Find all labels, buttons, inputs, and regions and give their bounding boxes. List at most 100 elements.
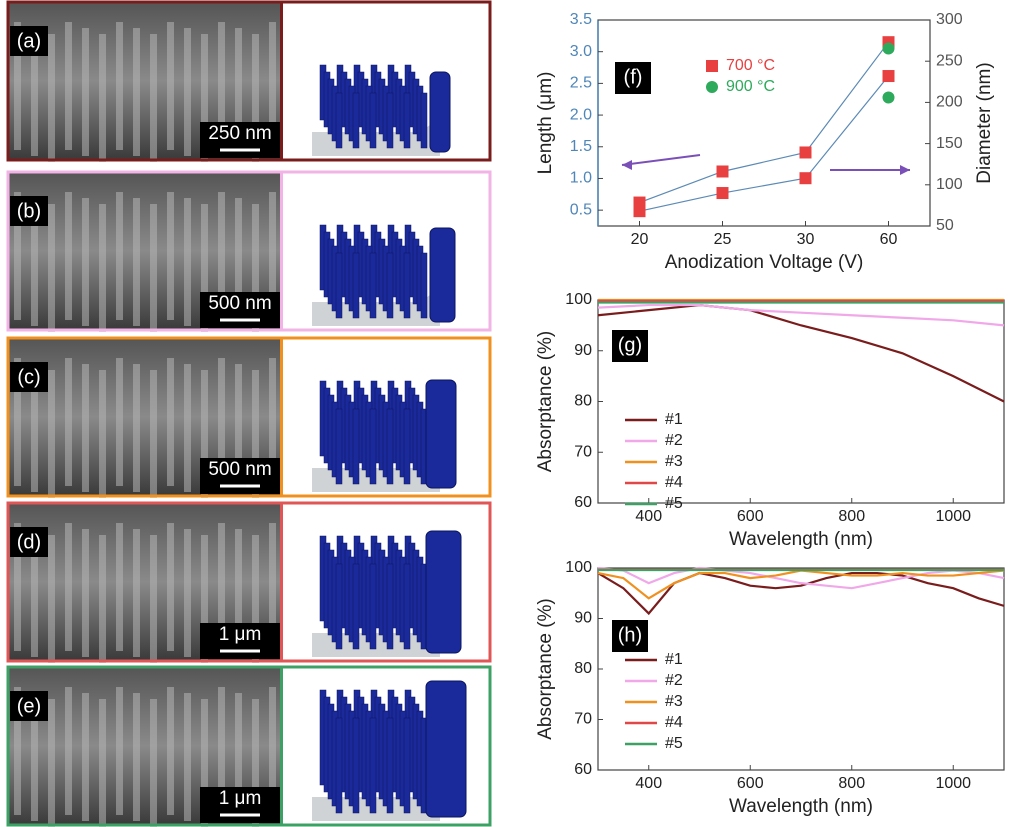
nanotube-stripe: [184, 529, 191, 657]
y2-tick-label: 250: [936, 52, 963, 69]
series-line: [597, 571, 1005, 616]
legend-label: #2: [665, 672, 683, 689]
single-tube: [429, 227, 456, 323]
y-tick-label: 2.0: [570, 106, 592, 123]
scale-box: [200, 458, 280, 494]
nanotube-stripe: [14, 192, 21, 320]
nanotube-stripe: [133, 198, 140, 326]
plot-frame: [597, 19, 931, 227]
nanotube-stripe: [48, 370, 55, 498]
annotation-box: [612, 620, 648, 652]
nanotube-stripe: [235, 529, 242, 657]
x-tick-label: 400: [635, 775, 662, 792]
scale-bar-label: 1 μm: [219, 624, 262, 645]
x-tick-label: 25: [714, 231, 732, 248]
y2-axis-label: Diameter (nm): [974, 62, 995, 183]
nanotube-stripe: [201, 699, 208, 827]
nanotube-stripe: [99, 204, 106, 332]
single-tube: [425, 379, 457, 489]
nanotube-stripe: [269, 523, 276, 651]
nanotube-stripe: [65, 358, 72, 486]
legend-label: #4: [665, 474, 683, 491]
y-axis-label: Length (μm): [535, 72, 556, 175]
nanotube-stripe: [31, 693, 38, 821]
nanotube-stripe: [48, 535, 55, 663]
plot-frame: [597, 299, 1005, 504]
series-line: [597, 303, 1005, 403]
nanotube-stripe: [201, 535, 208, 663]
y2-tick-label: 50: [936, 217, 954, 234]
panel-border: [6, 336, 492, 498]
nanotube-stripe: [201, 34, 208, 162]
single-tube: [425, 530, 462, 654]
connect-line: [639, 75, 889, 212]
y-tick-label: 80: [574, 660, 592, 677]
nanotube-model: [386, 717, 394, 814]
annotation-box: [615, 62, 651, 94]
nanotube-stripe: [269, 358, 276, 486]
y2-tick-label: 150: [936, 135, 963, 152]
nanotube-stripe: [116, 687, 123, 815]
nanotube-stripe: [133, 693, 140, 821]
nanotube-stripe: [235, 28, 242, 156]
nanotube-stripe: [184, 693, 191, 821]
x-tick-label: 600: [737, 775, 764, 792]
image-panel: (d) 1 μm: [6, 501, 492, 663]
connect-line: [639, 41, 889, 204]
label-box: [10, 26, 48, 56]
nanotube-model: [386, 563, 394, 650]
nanotube-stripe: [82, 529, 89, 657]
scale-box: [200, 787, 280, 823]
y-tick-label: 70: [574, 711, 592, 728]
nanotube-stripe: [252, 370, 259, 498]
nanotube-model: [369, 717, 377, 814]
x-tick-label: 60: [880, 231, 898, 248]
nanotube-stripe: [218, 687, 225, 815]
scale-bar-label: 250 nm: [208, 123, 271, 144]
scale-box: [200, 292, 280, 328]
nanotube-stripe: [116, 22, 123, 150]
nanotube-stripe: [99, 699, 106, 827]
y2-tick-label: 300: [936, 11, 963, 28]
x-tick-label: 600: [737, 508, 764, 525]
nanotube-stripe: [133, 364, 140, 492]
y-tick-label: 3.0: [570, 43, 592, 60]
legend-label: #1: [665, 411, 683, 428]
panel-border: [6, 665, 492, 827]
x-tick-label: 1000: [935, 775, 971, 792]
nanotube-stripe: [218, 523, 225, 651]
nanotube-stripe: [150, 204, 157, 332]
legend-marker: [706, 81, 718, 93]
nanotube-stripe: [167, 22, 174, 150]
nanotube-model: [386, 252, 394, 319]
nanotube-stripe: [184, 28, 191, 156]
nanotube-model: [352, 252, 360, 319]
legend-label: #3: [665, 453, 683, 470]
y-tick-label: 3.5: [570, 11, 592, 28]
nanotube-stripe: [269, 22, 276, 150]
nanotube-model: [352, 717, 360, 814]
y-axis-label: Absorptance (%): [535, 331, 556, 473]
nanotube-stripe: [116, 523, 123, 651]
nanotube-stripe: [150, 370, 157, 498]
y2-tick-label: 100: [936, 176, 963, 193]
data-point: [882, 70, 895, 83]
nanotube-stripe: [48, 204, 55, 332]
data-point: [799, 172, 812, 185]
annotation: (h): [618, 624, 642, 646]
x-axis-label: Wavelength (nm): [729, 529, 873, 550]
x-tick-label: 800: [838, 508, 865, 525]
y-tick-label: 60: [574, 494, 592, 511]
nanotube-stripe: [14, 22, 21, 150]
nanotube-model: [403, 408, 411, 485]
nanotube-stripe: [82, 28, 89, 156]
nanotube-stripe: [48, 34, 55, 162]
nanotube-stripe: [65, 22, 72, 150]
legend-label: 900 °C: [726, 78, 775, 95]
nanotube-stripe: [252, 204, 259, 332]
nanotube-model: [352, 563, 360, 650]
panel-label: (c): [17, 366, 40, 388]
scale-bar-label: 500 nm: [208, 459, 271, 480]
nanotube-stripe: [99, 34, 106, 162]
panel-label: (d): [17, 531, 41, 553]
